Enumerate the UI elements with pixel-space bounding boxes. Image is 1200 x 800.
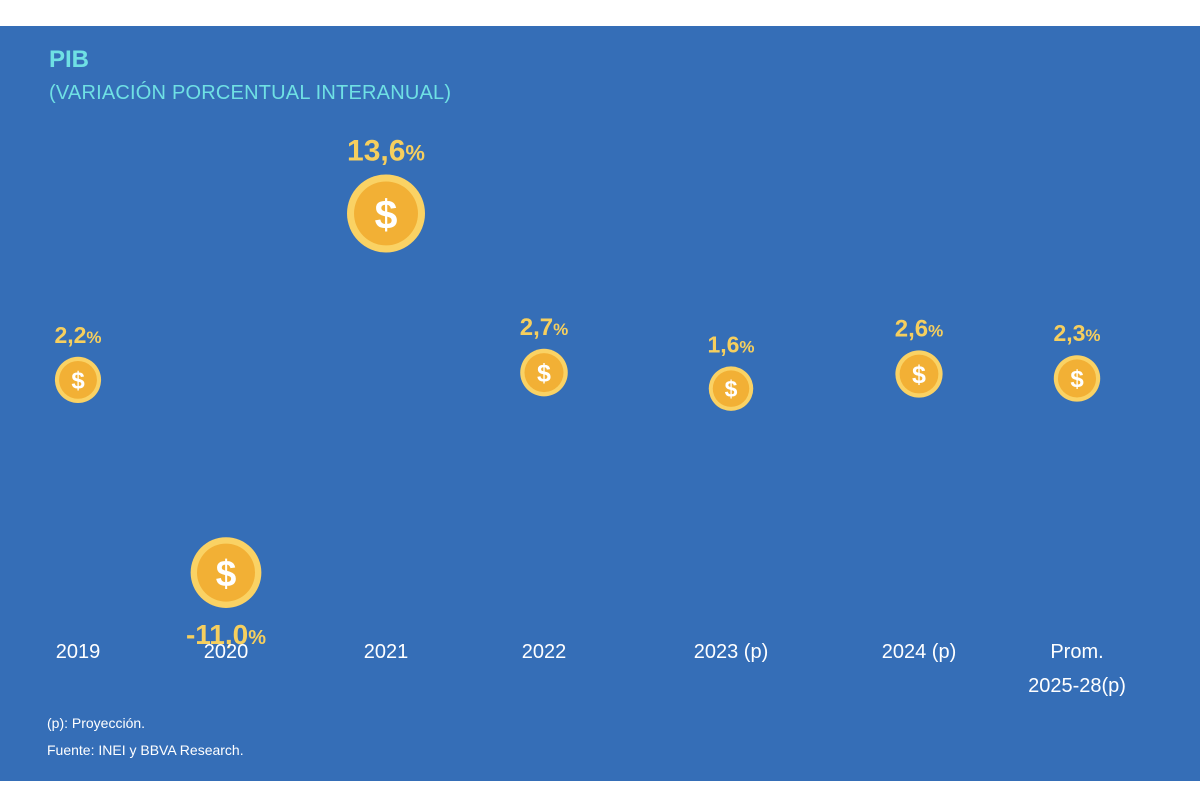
coin-chart: $2,2%2019$-11,0%2020$13,6%2021$2,7%2022$… <box>54 134 1126 697</box>
chart-notes: (p): Proyección. Fuente: INEI y BBVA Res… <box>47 710 244 764</box>
dollar-coin-icon: $ <box>1070 366 1084 393</box>
category-label: 2025-28(p) <box>1028 675 1126 697</box>
dollar-coin-icon: $ <box>537 360 551 388</box>
dollar-coin-icon: $ <box>912 361 926 389</box>
category-label: 2023 (p) <box>694 641 769 663</box>
dollar-coin-icon: $ <box>71 368 85 395</box>
category-label: Prom. <box>1050 641 1103 663</box>
dollar-coin-icon: $ <box>375 191 398 237</box>
coin-inner <box>354 181 418 246</box>
coin-inner <box>1057 359 1097 398</box>
value-label-unit: % <box>739 337 754 356</box>
coin-inner <box>712 370 750 407</box>
source-note: Fuente: INEI y BBVA Research. <box>47 742 244 758</box>
chart-title: PIB <box>49 46 90 73</box>
value-label-unit: % <box>86 328 101 347</box>
coin-inner <box>899 354 939 394</box>
dollar-coin-icon: $ <box>216 553 237 594</box>
value-label: 2,2% <box>54 322 101 348</box>
chart-subtitle: (VARIACIÓN PORCENTUAL INTERANUAL) <box>49 82 452 104</box>
dollar-coin-icon: $ <box>725 376 738 402</box>
value-label: 13,6% <box>347 134 425 167</box>
coin-inner <box>196 543 256 602</box>
value-label-unit: % <box>405 140 425 165</box>
category-label: 2022 <box>522 641 567 663</box>
category-label: 2020 <box>204 641 249 663</box>
footnote: (p): Proyección. <box>47 715 146 731</box>
value-label: 1,6% <box>707 331 754 357</box>
category-label: 2024 (p) <box>882 641 957 663</box>
chart-panel: PIB (VARIACIÓN PORCENTUAL INTERANUAL) $2… <box>0 26 1200 781</box>
value-label-unit: % <box>553 320 568 339</box>
category-label: 2021 <box>364 641 409 663</box>
value-label: 2,3% <box>1053 320 1100 346</box>
value-label-unit: % <box>1085 326 1100 345</box>
coin-inner <box>59 360 97 399</box>
category-label: 2019 <box>56 641 101 663</box>
coin-inner <box>524 353 564 393</box>
value-label: 2,7% <box>520 314 569 341</box>
value-label-unit: % <box>248 627 266 649</box>
value-label: 2,6% <box>895 315 944 342</box>
value-label-unit: % <box>928 321 943 340</box>
